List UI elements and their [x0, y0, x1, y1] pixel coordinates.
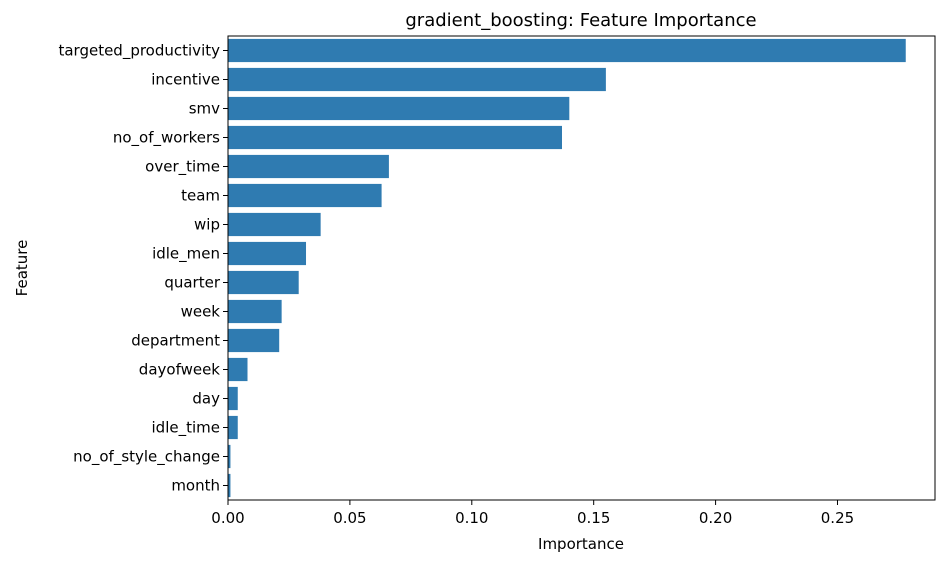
bar-no_of_workers [228, 125, 562, 150]
bar-dayofweek [228, 357, 248, 382]
bar-incentive [228, 67, 606, 92]
x-axis-label: Importance [538, 535, 624, 553]
x-tick-label: 0.05 [333, 509, 366, 527]
y-tick-label: dayofweek [139, 361, 221, 379]
plot-frame [227, 35, 936, 501]
x-tick-label: 0.25 [821, 509, 854, 527]
x-tick-label: 0.10 [455, 509, 488, 527]
bar-idle_time [228, 415, 238, 440]
bar-idle_men [228, 241, 307, 266]
bar-month [228, 473, 231, 498]
y-tick-label: wip [194, 216, 220, 234]
bar-day [228, 386, 238, 411]
y-tick-label: no_of_style_change [73, 448, 220, 467]
bar-week [228, 299, 282, 324]
x-tick-label: 0.15 [577, 509, 610, 527]
bar-targeted_productivity [228, 38, 906, 63]
bar-no_of_style_change [228, 444, 231, 469]
y-tick-label: over_time [145, 158, 220, 177]
y-tick-label: targeted_productivity [58, 42, 220, 61]
y-tick-label: smv [189, 100, 220, 118]
y-tick-label: incentive [151, 71, 220, 89]
y-tick-label: no_of_workers [113, 129, 220, 148]
x-tick-label: 0.00 [211, 509, 244, 527]
bars-group [228, 38, 906, 498]
y-axis-label: Feature [13, 240, 31, 297]
x-tick-label: 0.20 [699, 509, 732, 527]
chart-title: gradient_boosting: Feature Importance [405, 10, 756, 31]
bar-quarter [228, 270, 299, 295]
bar-over_time [228, 154, 389, 179]
y-tick-label: week [181, 303, 221, 321]
y-axis-ticks: targeted_productivity incentive smv no_of_w… [58, 42, 228, 495]
bar-department [228, 328, 280, 353]
bar-smv [228, 96, 570, 121]
bar-wip [228, 212, 321, 237]
y-tick-label: team [181, 187, 220, 205]
bar-team [228, 183, 382, 208]
x-axis-ticks: 0.00 0.05 0.10 0.15 0.20 0.25 [211, 500, 854, 527]
y-tick-label: quarter [164, 274, 220, 292]
y-tick-label: idle_time [152, 419, 220, 438]
y-tick-label: department [131, 332, 220, 350]
y-tick-label: day [192, 390, 220, 408]
y-tick-label: month [171, 477, 220, 495]
y-tick-label: idle_men [152, 245, 220, 264]
